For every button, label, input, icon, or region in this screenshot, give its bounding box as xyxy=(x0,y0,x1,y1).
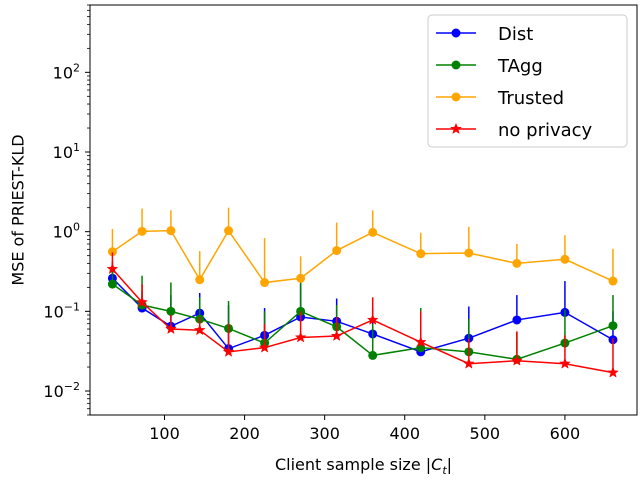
x-tick-label: 200 xyxy=(229,424,260,443)
data-point xyxy=(608,276,618,286)
y-tick-label: 102 xyxy=(53,61,80,82)
data-point xyxy=(332,246,342,256)
series-no-privacy xyxy=(106,252,619,378)
data-point xyxy=(416,249,426,259)
legend-label: Dist xyxy=(498,24,533,45)
data-point xyxy=(224,226,234,236)
data-point xyxy=(193,323,206,336)
data-point xyxy=(462,357,475,369)
axis-layer: 100 200 300 400 500 600 10−2 10−1 100 101 102 xyxy=(43,4,581,443)
legend-box xyxy=(427,14,628,148)
legend-item-dist: Dist xyxy=(436,24,533,45)
y-tick-label: 101 xyxy=(53,141,80,162)
y-tick-label: 10−2 xyxy=(43,380,80,401)
data-point xyxy=(330,329,343,342)
data-point xyxy=(258,341,271,353)
x-tick-label: 600 xyxy=(550,424,581,443)
data-point xyxy=(366,313,379,325)
legend-marker xyxy=(451,28,461,38)
data-point xyxy=(512,315,522,325)
data-point xyxy=(195,275,205,285)
x-tick-label: 500 xyxy=(470,424,501,443)
legend-label: Trusted xyxy=(497,88,564,109)
data-point xyxy=(166,306,176,316)
data-point xyxy=(107,247,117,257)
data-point xyxy=(166,226,176,236)
legend-label: no privacy xyxy=(498,120,593,141)
data-point xyxy=(608,321,618,331)
x-tick-label: 100 xyxy=(149,424,180,443)
legend-item-no-privacy: no privacy xyxy=(436,120,593,141)
x-axis-label: Client sample size |Ct| xyxy=(275,455,452,477)
data-point xyxy=(106,262,119,275)
x-tick-label: 400 xyxy=(389,424,420,443)
y-tick-label: 10−1 xyxy=(43,300,80,321)
legend-marker xyxy=(450,122,462,135)
legend: Dist TAgg Trusted no privacy xyxy=(427,14,628,148)
series-layer xyxy=(106,207,619,378)
data-point xyxy=(260,278,270,288)
data-point xyxy=(164,322,177,335)
plot-frame xyxy=(89,4,638,416)
series-dist xyxy=(107,261,618,357)
series-line xyxy=(111,268,614,374)
data-point xyxy=(137,226,147,236)
data-point xyxy=(560,254,570,264)
data-point xyxy=(368,350,378,360)
data-point xyxy=(512,258,522,268)
data-point xyxy=(296,273,306,283)
y-axis-label: MSE of PRIEST-KLD xyxy=(9,134,28,285)
series-trusted xyxy=(107,207,618,288)
data-point xyxy=(136,296,148,308)
data-point xyxy=(559,357,571,369)
series-line xyxy=(111,229,614,284)
data-point xyxy=(107,279,117,289)
x-tick-label: 300 xyxy=(309,424,340,443)
data-point xyxy=(222,345,235,357)
data-point xyxy=(368,227,378,237)
data-point xyxy=(414,335,427,348)
data-point xyxy=(510,354,523,366)
legend-marker xyxy=(451,92,461,102)
legend-item-tagg: TAgg xyxy=(436,56,543,77)
y-tick-label: 100 xyxy=(53,221,80,242)
legend-label: TAgg xyxy=(497,56,543,77)
data-point xyxy=(294,331,307,343)
data-point xyxy=(464,248,474,258)
legend-marker xyxy=(451,60,461,70)
legend-item-trusted: Trusted xyxy=(436,88,564,109)
data-point xyxy=(607,366,619,378)
series-line xyxy=(111,283,614,361)
